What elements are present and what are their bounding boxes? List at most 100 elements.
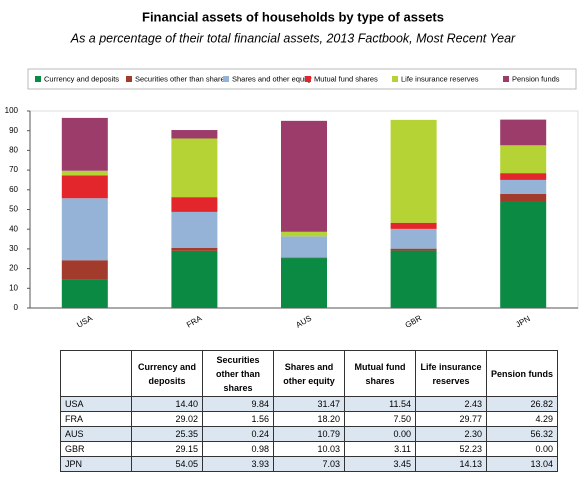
- x-tick-label: FRA: [185, 313, 204, 329]
- legend-label: Mutual fund shares: [314, 74, 378, 83]
- bar-segment: [281, 120, 327, 232]
- row-header: AUS: [60, 426, 132, 442]
- legend-label: Shares and other equity: [232, 74, 312, 83]
- bar-segment: [171, 138, 218, 198]
- column-header: Pension funds: [486, 350, 558, 397]
- bar-segment: [171, 211, 218, 248]
- bar-segment: [61, 117, 108, 171]
- bar-segment: [390, 222, 437, 229]
- table-cell: 2.30: [415, 426, 487, 442]
- table-cell: 54.05: [131, 456, 203, 472]
- bar-segment: [281, 258, 327, 308]
- row-header: GBR: [60, 441, 132, 457]
- table-cell: 29.02: [131, 411, 203, 427]
- y-tick-label: 90: [9, 126, 18, 135]
- bar-segment: [281, 231, 327, 237]
- legend-label: Life insurance reserves: [401, 74, 479, 83]
- table-cell: 14.13: [415, 456, 487, 472]
- data-table: Currency and deposits Securities other th…: [60, 350, 558, 472]
- bar-segment: [171, 247, 218, 251]
- column-header: Shares and other equity: [273, 350, 345, 397]
- table-cell: 1.56: [202, 411, 274, 427]
- column-header: Life insurance reserves: [415, 350, 487, 397]
- bar-segment: [500, 201, 547, 308]
- legend-swatch: [126, 76, 132, 82]
- legend-box: [27, 68, 577, 90]
- y-tick-label: 80: [9, 146, 18, 155]
- table-row: GBR 29.15 0.98 10.03 3.11 52.23 0.00: [60, 441, 558, 457]
- table-cell: 4.29: [486, 411, 558, 427]
- x-tick-label: JPN: [514, 314, 532, 329]
- bar-segment: [390, 228, 437, 249]
- y-tick-label: 0: [14, 303, 19, 312]
- table-cell: 25.35: [131, 426, 203, 442]
- y-tick-label: 70: [9, 165, 18, 174]
- bar-segment: [171, 130, 218, 139]
- bar-segment: [61, 170, 108, 176]
- x-tick-label: USA: [75, 313, 94, 329]
- table-header-row: Currency and deposits Securities other th…: [60, 350, 558, 397]
- table-cell: 0.00: [344, 426, 416, 442]
- table-cell: 56.32: [486, 426, 558, 442]
- table-cell: 13.04: [486, 456, 558, 472]
- table-cell: 52.23: [415, 441, 487, 457]
- chart-subtitle: As a percentage of their total financial…: [70, 31, 516, 45]
- table-cell: 31.47: [273, 396, 345, 412]
- chart-title: Financial assets of households by type o…: [142, 9, 444, 24]
- table-cell: 3.11: [344, 441, 416, 457]
- table-cell: 29.77: [415, 411, 487, 427]
- table-cell: 18.20: [273, 411, 345, 427]
- bar-segment: [61, 279, 108, 308]
- bar-segment: [500, 119, 547, 146]
- table-row: JPN 54.05 3.93 7.03 3.45 14.13 13.04: [60, 456, 558, 472]
- bar-segment: [171, 250, 218, 308]
- table-cell: 3.93: [202, 456, 274, 472]
- bar-segment: [171, 197, 218, 212]
- table-row: USA 14.40 9.84 31.47 11.54 2.43 26.82: [60, 396, 558, 412]
- x-tick-label: AUS: [294, 314, 313, 330]
- y-tick-label: 50: [9, 205, 18, 214]
- row-header: FRA: [60, 411, 132, 427]
- bar-segment: [500, 145, 547, 174]
- bar-segment: [390, 250, 437, 308]
- row-header: JPN: [60, 456, 132, 472]
- bar-segment: [500, 193, 547, 202]
- row-header: USA: [60, 396, 132, 412]
- legend-swatch: [35, 76, 41, 82]
- bar-segment: [61, 198, 108, 261]
- table-cell: 0.98: [202, 441, 274, 457]
- bar-segment: [61, 260, 108, 280]
- x-tick-label: GBR: [404, 313, 424, 330]
- bar-segment: [390, 248, 437, 251]
- table-cell: 7.03: [273, 456, 345, 472]
- table-cell: 14.40: [131, 396, 203, 412]
- column-header: Currency and deposits: [131, 350, 203, 397]
- table-row: FRA 29.02 1.56 18.20 7.50 29.77 4.29: [60, 411, 558, 427]
- table-cell: 2.43: [415, 396, 487, 412]
- bar-segment: [500, 173, 547, 180]
- y-tick-label: 30: [9, 244, 18, 253]
- legend-label: Currency and deposits: [44, 74, 119, 83]
- table-cell: 29.15: [131, 441, 203, 457]
- legend-swatch: [305, 76, 311, 82]
- table-cell: 11.54: [344, 396, 416, 412]
- bar-segment: [61, 175, 108, 199]
- column-header: Mutual fund shares: [344, 350, 416, 397]
- column-header: Securities other than shares: [202, 350, 274, 397]
- legend-swatch: [392, 76, 398, 82]
- table-cell: 10.03: [273, 441, 345, 457]
- bar-segment: [390, 119, 437, 223]
- y-tick-label: 40: [9, 224, 18, 233]
- legend-swatch: [223, 76, 229, 82]
- legend-swatch: [503, 76, 509, 82]
- table-row: AUS 25.35 0.24 10.79 0.00 2.30 56.32: [60, 426, 558, 442]
- bar-segment: [500, 179, 547, 194]
- y-tick-label: 20: [9, 264, 18, 273]
- bar-segment: [281, 236, 327, 258]
- legend-label: Pension funds: [512, 74, 560, 83]
- legend-label: Securities other than shares: [135, 74, 229, 83]
- y-tick-label: 10: [9, 283, 18, 292]
- table-cell: 10.79: [273, 426, 345, 442]
- table-cell: 0.00: [486, 441, 558, 457]
